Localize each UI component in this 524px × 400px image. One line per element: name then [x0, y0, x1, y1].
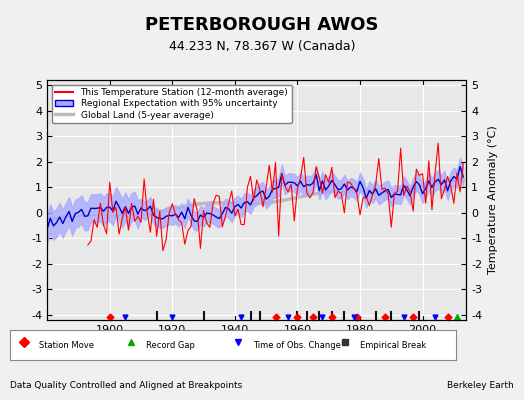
Legend: This Temperature Station (12-month average), Regional Expectation with 95% uncer: This Temperature Station (12-month avera… — [52, 84, 292, 123]
Text: Station Move: Station Move — [39, 340, 94, 350]
Text: Data Quality Controlled and Aligned at Breakpoints: Data Quality Controlled and Aligned at B… — [10, 381, 243, 390]
Text: 44.233 N, 78.367 W (Canada): 44.233 N, 78.367 W (Canada) — [169, 40, 355, 53]
Text: Berkeley Earth: Berkeley Earth — [447, 381, 514, 390]
Text: Empirical Break: Empirical Break — [360, 340, 427, 350]
Text: PETERBOROUGH AWOS: PETERBOROUGH AWOS — [145, 16, 379, 34]
Text: Time of Obs. Change: Time of Obs. Change — [253, 340, 341, 350]
Y-axis label: Temperature Anomaly (°C): Temperature Anomaly (°C) — [488, 126, 498, 274]
Text: Record Gap: Record Gap — [146, 340, 195, 350]
